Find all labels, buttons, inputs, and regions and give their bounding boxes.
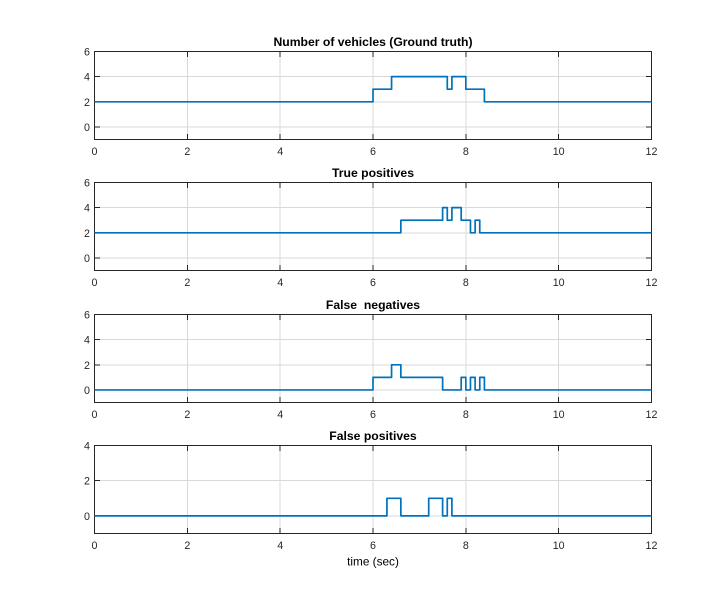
svg-text:Number of vehicles (Ground tru: Number of vehicles (Ground truth) (273, 35, 472, 49)
svg-text:False negatives: False negatives (326, 298, 420, 312)
svg-text:8: 8 (463, 540, 469, 552)
svg-text:2: 2 (184, 409, 190, 421)
svg-text:0: 0 (84, 511, 90, 523)
svg-text:2: 2 (184, 277, 190, 289)
svg-text:time (sec): time (sec) (347, 555, 399, 569)
svg-text:2: 2 (84, 97, 90, 109)
svg-text:4: 4 (277, 146, 283, 158)
svg-text:4: 4 (84, 203, 90, 215)
svg-text:6: 6 (370, 146, 376, 158)
svg-text:4: 4 (277, 540, 283, 552)
svg-text:10: 10 (553, 146, 565, 158)
svg-text:2: 2 (84, 228, 90, 240)
svg-text:0: 0 (92, 277, 98, 289)
svg-text:4: 4 (277, 409, 283, 421)
svg-text:2: 2 (184, 146, 190, 158)
svg-text:8: 8 (463, 277, 469, 289)
svg-text:0: 0 (84, 122, 90, 134)
svg-text:4: 4 (84, 441, 90, 453)
svg-text:True positives: True positives (332, 166, 414, 180)
svg-text:0: 0 (84, 253, 90, 265)
svg-text:0: 0 (92, 540, 98, 552)
svg-text:10: 10 (553, 277, 565, 289)
svg-text:8: 8 (463, 409, 469, 421)
svg-text:12: 12 (646, 540, 658, 552)
svg-text:6: 6 (84, 47, 90, 59)
svg-text:10: 10 (553, 409, 565, 421)
svg-text:2: 2 (84, 360, 90, 372)
svg-text:4: 4 (84, 72, 90, 84)
svg-text:6: 6 (84, 310, 90, 322)
svg-text:8: 8 (463, 146, 469, 158)
svg-text:6: 6 (370, 277, 376, 289)
svg-text:4: 4 (84, 335, 90, 347)
svg-text:6: 6 (370, 409, 376, 421)
svg-text:12: 12 (646, 409, 658, 421)
svg-text:0: 0 (92, 409, 98, 421)
svg-text:4: 4 (277, 277, 283, 289)
svg-text:12: 12 (646, 277, 658, 289)
svg-text:6: 6 (84, 178, 90, 190)
svg-text:6: 6 (370, 540, 376, 552)
svg-text:False positives: False positives (329, 429, 417, 443)
svg-text:0: 0 (84, 385, 90, 397)
svg-text:10: 10 (553, 540, 565, 552)
svg-text:12: 12 (646, 146, 658, 158)
svg-text:2: 2 (184, 540, 190, 552)
svg-text:0: 0 (92, 146, 98, 158)
svg-text:2: 2 (84, 476, 90, 488)
